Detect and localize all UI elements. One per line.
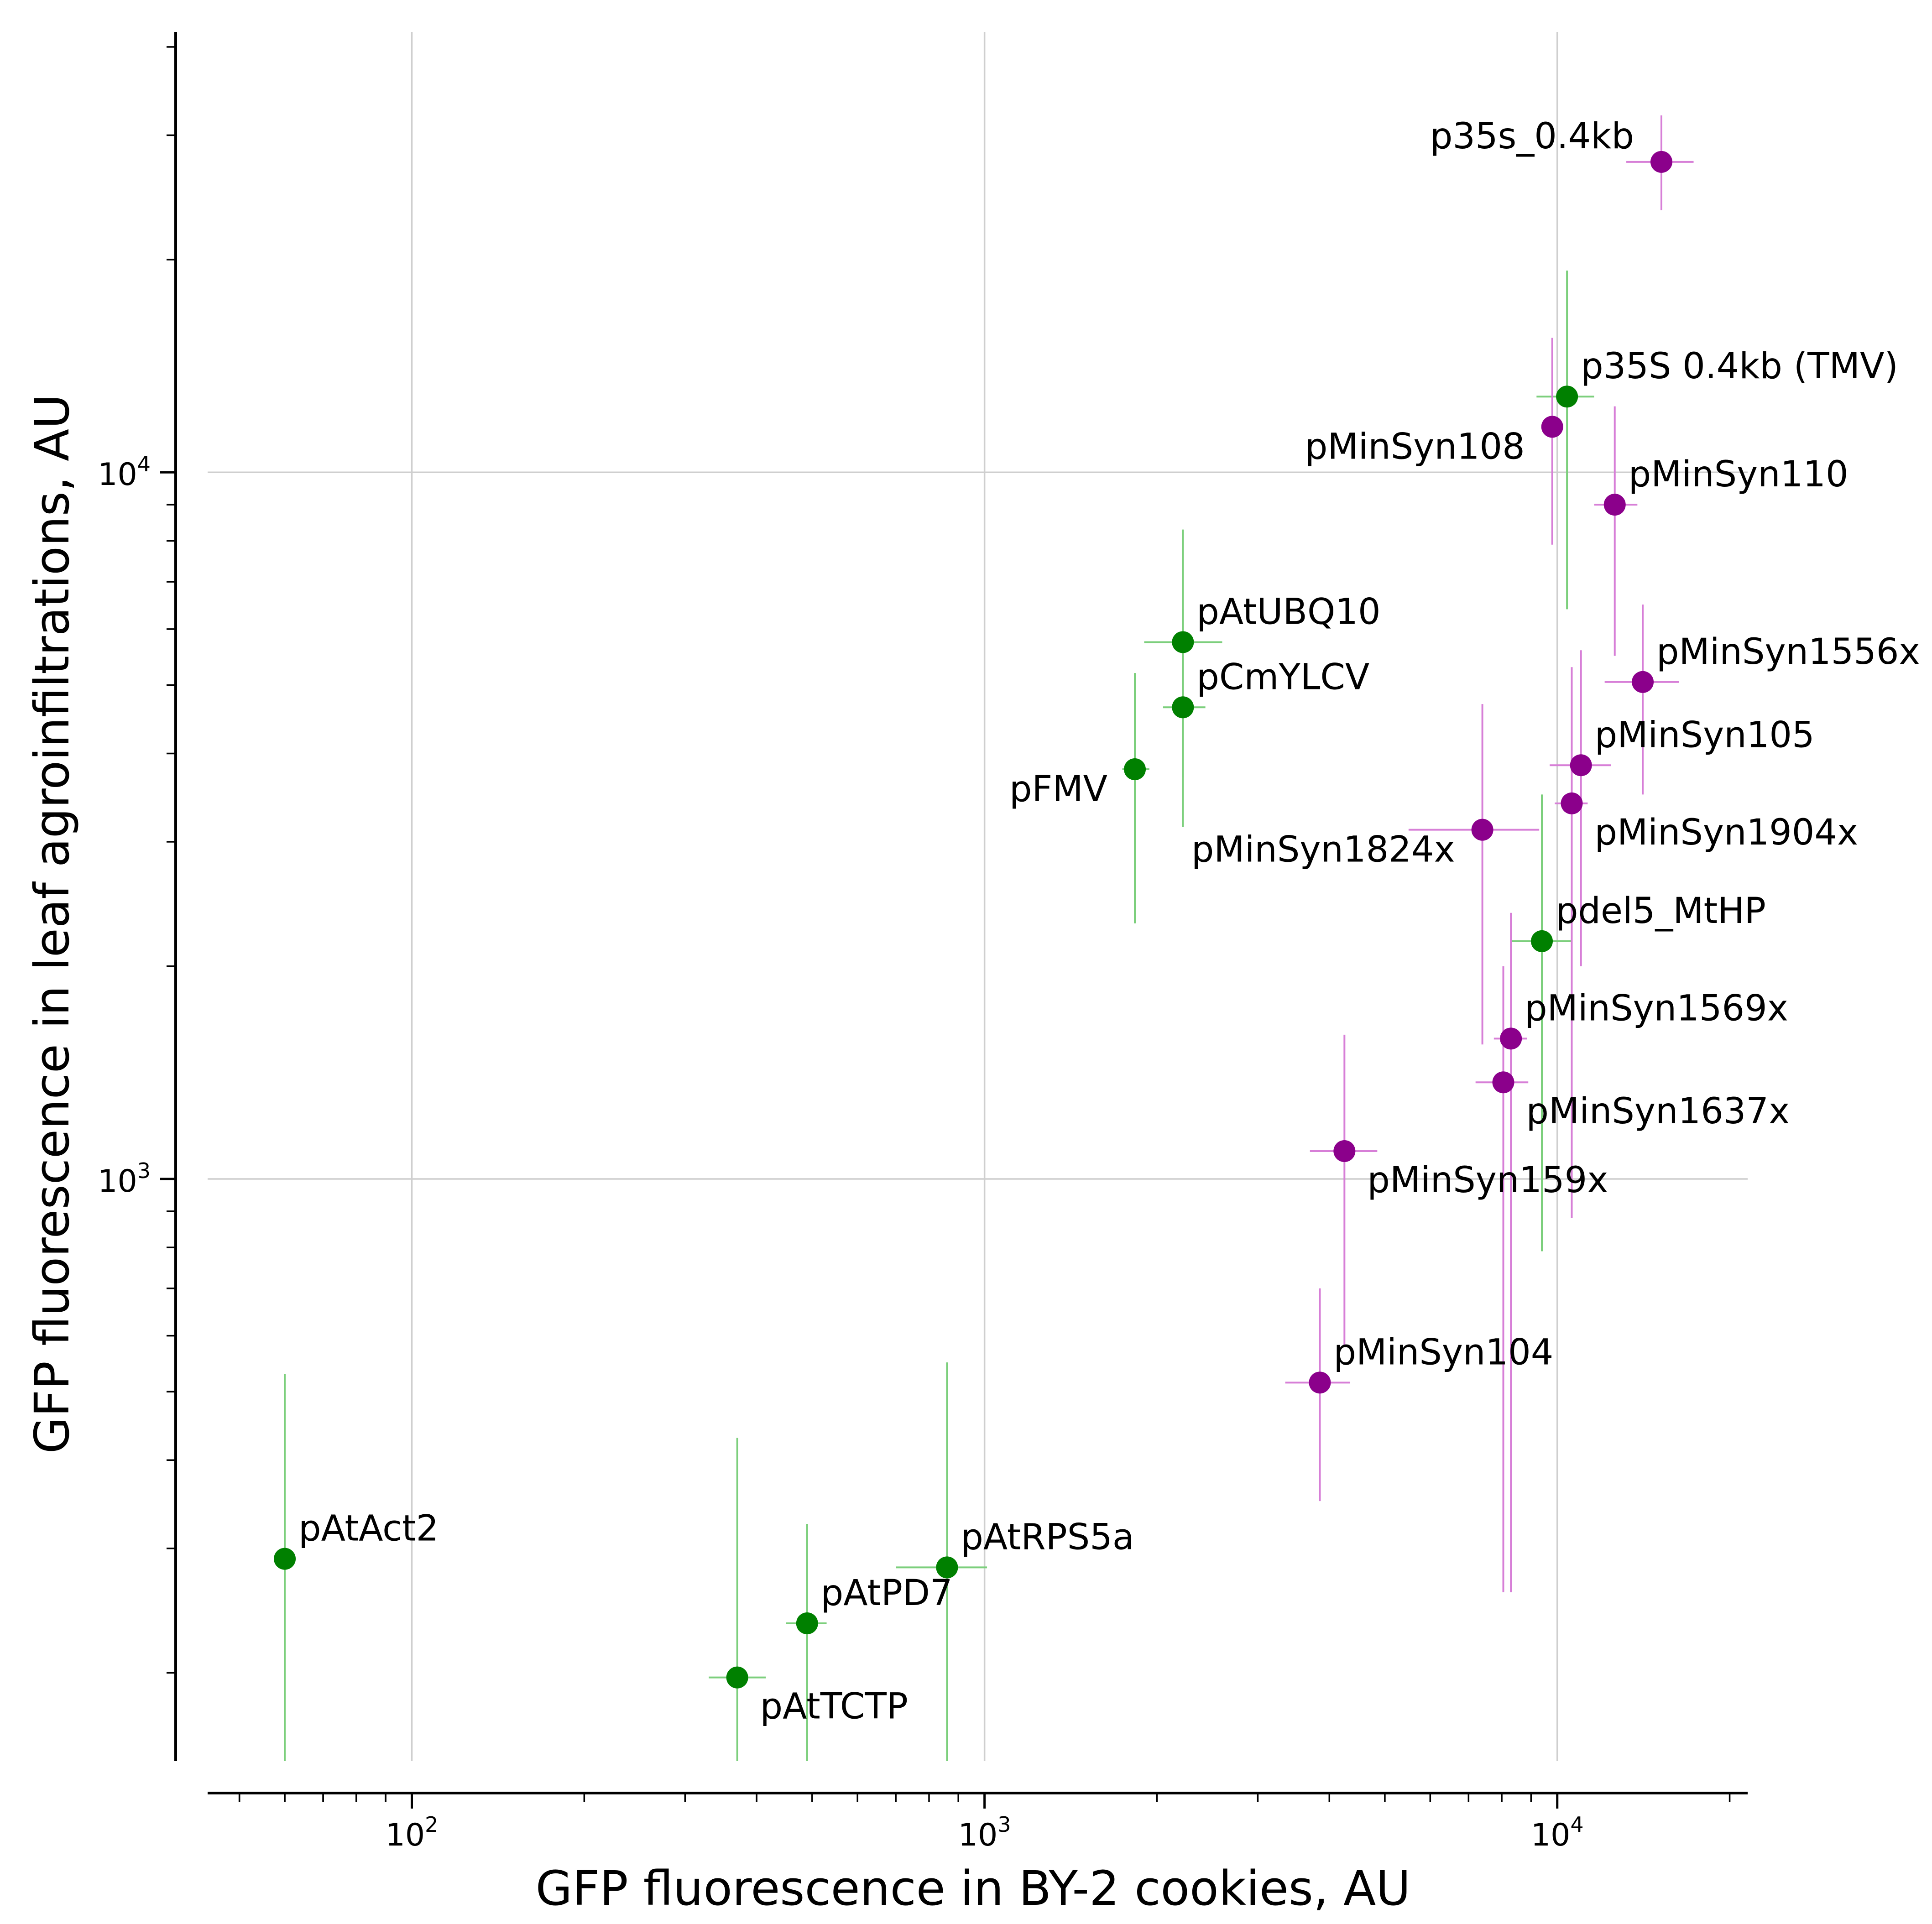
point-label: p35s_0.4kb [1430,116,1634,157]
point-label: pAtRPS5a [961,1517,1134,1558]
data-point [1309,1371,1331,1394]
data-point [1172,631,1194,653]
x-tick-label: 104 [1531,1812,1584,1853]
data-point [1172,696,1194,719]
point-label: pFMV [1009,769,1107,810]
data-point [1632,671,1654,693]
data-point [796,1612,818,1635]
y-axis-label: GFP fluorescence in leaf agroinfiltratio… [24,394,80,1454]
point-label: pdel5_MtHP [1556,891,1766,932]
x-tick-label: 102 [386,1812,439,1853]
data-point [1650,151,1672,173]
axes-layer [174,32,1748,1794]
x-tick-label: 103 [958,1812,1011,1853]
data-point [1556,386,1578,408]
data-point [726,1666,748,1689]
grid-layer [208,32,1748,1761]
point-label: pAtAct2 [298,1508,439,1549]
data-point [1570,754,1592,777]
point-label: pMinSyn1569x [1525,988,1788,1029]
data-point [1471,819,1493,841]
point-label: p35S 0.4kb (TMV) [1581,346,1898,387]
data-point [1492,1071,1514,1094]
point-label: pMinSyn1904x [1595,812,1859,853]
point-label: pMinSyn105 [1595,714,1815,756]
data-point [936,1556,958,1579]
data-point [1333,1140,1356,1162]
point-label: pMinSyn159x [1367,1160,1608,1201]
error-bars-layer [284,115,1694,1761]
x-axis-label: GFP fluorescence in BY-2 cookies, AU [536,1861,1411,1916]
point-label: pMinSyn1824x [1191,829,1455,871]
data-point [1124,758,1146,781]
point-label: pMinSyn1637x [1526,1091,1790,1132]
data-point [1561,792,1583,814]
point-label: pAtPD7 [821,1573,953,1614]
data-point [1531,930,1553,952]
ticks-layer: 102 103 104 103 104 [98,46,1731,1853]
point-label: pCmYLCV [1196,657,1369,698]
point-label: pAtTCTP [760,1686,908,1727]
data-point [1500,1027,1522,1050]
point-label: pMinSyn110 [1629,454,1848,495]
point-label: pMinSyn1556x [1656,631,1920,673]
point-label: pMinSyn104 [1333,1332,1553,1373]
y-tick-label: 103 [98,1158,151,1199]
data-point [1603,494,1626,516]
point-label: pAtUBQ10 [1196,591,1380,632]
data-point [1541,416,1563,438]
y-tick-label: 104 [98,452,151,493]
data-point [274,1548,296,1570]
point-label: pMinSyn108 [1305,426,1525,467]
points-layer [274,151,1672,1689]
